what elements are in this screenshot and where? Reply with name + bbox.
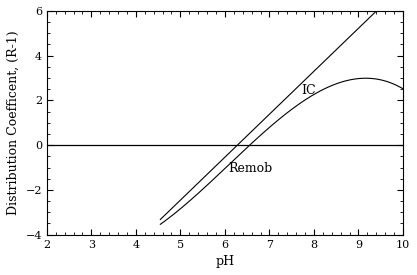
Text: Remob: Remob xyxy=(229,162,273,175)
Y-axis label: Distribution Coefficent, (R-1): Distribution Coefficent, (R-1) xyxy=(7,31,20,215)
X-axis label: pH: pH xyxy=(215,255,234,268)
Text: IC: IC xyxy=(301,84,316,97)
